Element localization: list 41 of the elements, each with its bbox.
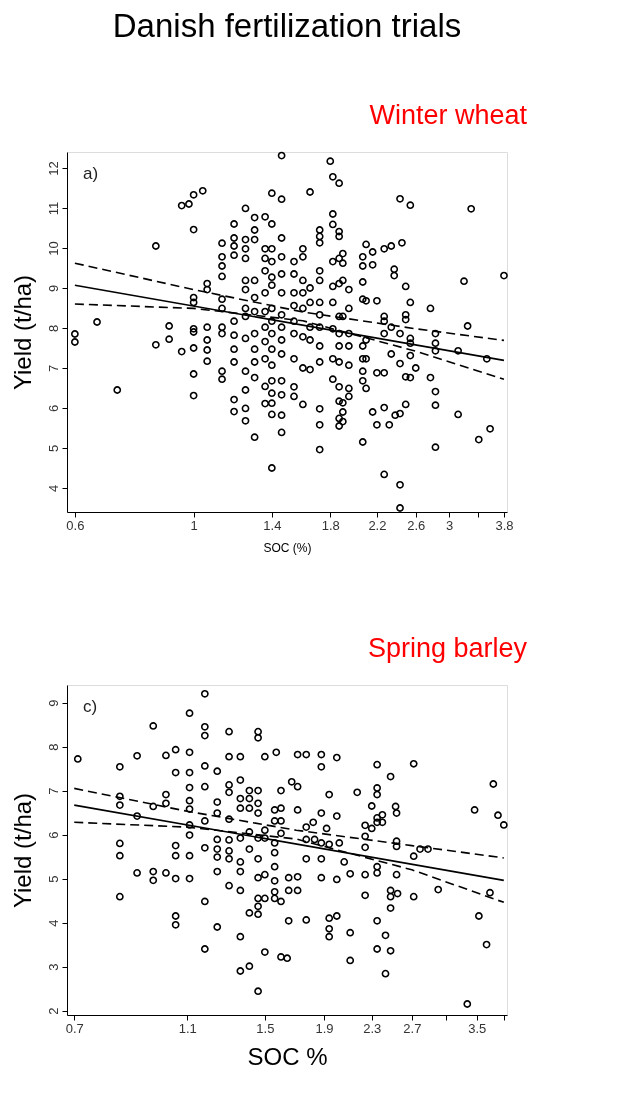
y-tick-label: 4 xyxy=(45,484,61,493)
y-tick-label: 4 xyxy=(45,919,61,927)
text: Spring barley xyxy=(367,633,528,663)
y-tick-label: 2 xyxy=(45,1007,61,1015)
x-tick-label: 0.7 xyxy=(65,1020,84,1036)
y-tick-label: 12 xyxy=(45,161,61,176)
y-tick-label: 10 xyxy=(45,241,61,256)
annotation: a) xyxy=(83,164,99,183)
y-axis-title: Yield (t/ha) xyxy=(8,792,36,909)
y-tick-label: 5 xyxy=(45,444,61,453)
y-tick-label: 6 xyxy=(45,404,61,413)
x-tick-label: 0.6 xyxy=(66,517,85,533)
y-tick-label: 8 xyxy=(45,324,61,333)
x-tick-label: 2.6 xyxy=(407,517,426,533)
x-tick-label: 1 xyxy=(190,517,198,533)
x-tick-label: 3.8 xyxy=(495,517,514,533)
x-tick-label: 2.3 xyxy=(363,1020,382,1036)
y-axis-title: Yield (t/ha) xyxy=(8,274,36,391)
y-tick-label: 9 xyxy=(45,699,61,707)
x-tick-label: 3.5 xyxy=(468,1020,487,1036)
y-tick-label: 6 xyxy=(45,831,61,839)
y-tick-label: 7 xyxy=(45,787,61,795)
y-tick-label: 8 xyxy=(45,743,61,751)
y-tick-label: 3 xyxy=(45,963,61,971)
x-tick-label: 2.2 xyxy=(368,517,387,533)
x-axis-title: SOC % xyxy=(247,1042,328,1070)
chart-title: Danish fertilization trials xyxy=(112,7,462,44)
x-tick-label: 1.9 xyxy=(315,1020,334,1036)
x-tick-label: 1.4 xyxy=(263,517,282,533)
x-tick-label: 1.5 xyxy=(256,1020,275,1036)
x-tick-label: 1.8 xyxy=(321,517,340,533)
y-tick-label: 9 xyxy=(45,284,61,293)
x-axis-title: SOC (%) xyxy=(263,540,312,555)
y-tick-label: 7 xyxy=(45,364,61,373)
text: Winter wheat xyxy=(369,100,528,130)
y-tick-label: 11 xyxy=(45,201,61,216)
y-tick-label: 5 xyxy=(45,875,61,883)
x-tick-label: 2.7 xyxy=(403,1020,422,1036)
x-tick-label: 3 xyxy=(445,517,454,533)
annotation: c) xyxy=(83,697,98,716)
x-tick-label: 1.1 xyxy=(178,1020,197,1036)
